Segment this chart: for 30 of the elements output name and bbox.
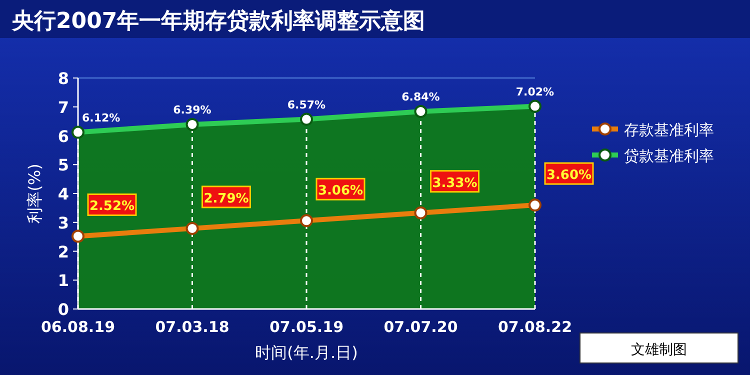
data-label: 6.39% [173,103,212,116]
y-tick-label: 2 [58,242,69,262]
data-label: 2.52% [89,199,135,214]
y-tick-label: 7 [58,98,69,117]
x-axis-title: 时间(年.月.日) [255,343,358,362]
data-label: 6.12% [82,111,120,124]
legend-label: 贷款基准利率 [624,147,714,165]
y-tick-label: 1 [58,271,69,290]
text: 文雄制图 [631,342,687,358]
chart-title: 央行2007年一年期存贷款利率调整示意图 [12,8,426,34]
x-tick-label: 07.03.18 [155,318,230,336]
y-tick-label: 4 [58,184,69,204]
data-label: 2.79% [204,191,249,206]
legend-label: 存款基准利率 [624,121,714,139]
x-tick-label: 07.05.19 [269,318,344,336]
data-label: 7.02% [516,85,554,98]
data-label: 3.60% [546,168,592,184]
y-axis-title: 利率(%) [25,164,44,224]
y-tick-label: 6 [58,126,69,146]
data-label: 3.06% [318,184,364,199]
y-tick-label: 3 [58,213,69,232]
data-label: 6.57% [287,98,326,112]
data-label: 3.33% [432,176,478,191]
data-label: 6.84% [402,90,440,104]
x-tick-label: 06.08.19 [40,318,116,336]
y-tick-label: 0 [58,300,69,319]
y-tick-label: 5 [58,156,69,175]
y-tick-label: 8 [58,69,69,88]
x-tick-label: 07.08.22 [498,318,572,336]
x-tick-label: 07.07.20 [384,318,458,336]
